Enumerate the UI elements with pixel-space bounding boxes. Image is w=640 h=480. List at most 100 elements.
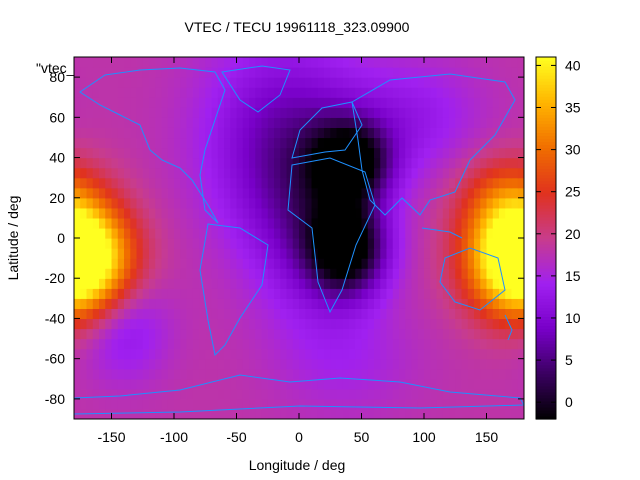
colorbar-segment: [536, 262, 556, 266]
heatmap-cell: [342, 167, 350, 179]
heatmap-cell: [405, 127, 413, 139]
heatmap-cell: [380, 328, 388, 340]
heatmap-cell: [105, 328, 113, 340]
heatmap-cell: [486, 97, 494, 108]
heatmap-cell: [424, 338, 431, 350]
heatmap-cell: [367, 308, 375, 320]
heatmap-cell: [467, 278, 475, 289]
heatmap-cell: [511, 368, 519, 380]
colorbar-segment: [536, 213, 556, 218]
heatmap-cell: [130, 318, 138, 330]
heatmap-cell: [124, 177, 131, 189]
heatmap-cell: [180, 207, 188, 219]
heatmap-cell: [380, 368, 388, 380]
heatmap-cell: [336, 268, 344, 279]
heatmap-cell: [305, 398, 313, 410]
heatmap-cell: [324, 288, 331, 299]
heatmap-cell: [180, 137, 188, 149]
heatmap-cell: [386, 358, 394, 370]
heatmap-cell: [330, 137, 338, 149]
heatmap-cell: [311, 378, 319, 390]
heatmap-cell: [405, 57, 413, 68]
heatmap-cell: [511, 197, 519, 209]
heatmap-cell: [92, 378, 100, 390]
heatmap-cell: [86, 187, 94, 199]
heatmap-cell: [192, 177, 200, 189]
heatmap-cell: [192, 207, 200, 219]
heatmap-cell: [492, 258, 500, 269]
heatmap-cell: [224, 368, 231, 380]
heatmap-cell: [492, 177, 500, 189]
heatmap-cell: [180, 117, 188, 128]
heatmap-cell: [267, 177, 275, 189]
heatmap-cell: [517, 167, 524, 179]
heatmap-cell: [411, 288, 419, 299]
heatmap-cell: [411, 137, 419, 149]
heatmap-cell: [330, 238, 338, 249]
heatmap-cell: [111, 217, 119, 229]
heatmap-cell: [161, 137, 169, 149]
heatmap-cell: [330, 147, 338, 159]
colorbar-tick-label: 40: [565, 57, 581, 73]
heatmap-cell: [292, 368, 300, 380]
heatmap-cell: [149, 137, 156, 149]
heatmap-cell: [474, 318, 481, 330]
heatmap-cell: [117, 87, 125, 98]
heatmap-cell: [280, 408, 288, 419]
heatmap-cell: [117, 107, 125, 118]
heatmap-cell: [380, 358, 388, 370]
heatmap-cell: [355, 197, 363, 209]
heatmap-cell: [461, 117, 469, 128]
heatmap-cell: [105, 398, 113, 410]
heatmap-cell: [436, 288, 444, 299]
heatmap-cell: [374, 87, 381, 98]
heatmap-cell: [449, 358, 456, 370]
heatmap-cell: [280, 127, 288, 139]
heatmap-cell: [467, 368, 475, 380]
heatmap-cell: [324, 217, 331, 229]
heatmap-cell: [211, 127, 219, 139]
heatmap-cell: [361, 127, 369, 139]
heatmap-cell: [86, 338, 94, 350]
heatmap-cell: [274, 167, 281, 179]
heatmap-cell: [336, 348, 344, 360]
heatmap-cell: [417, 147, 425, 159]
heatmap-cell: [392, 107, 400, 118]
heatmap-cell: [117, 248, 125, 259]
heatmap-cell: [461, 378, 469, 390]
heatmap-cell: [80, 288, 88, 299]
heatmap-cell: [417, 338, 425, 350]
heatmap-cell: [205, 368, 213, 380]
heatmap-cell: [517, 227, 524, 239]
heatmap-cell: [361, 87, 369, 98]
heatmap-cell: [486, 87, 494, 98]
heatmap-cell: [292, 268, 300, 279]
heatmap-cell: [149, 177, 156, 189]
heatmap-cell: [130, 87, 138, 98]
heatmap-cell: [142, 248, 150, 259]
colorbar-segment: [536, 234, 556, 239]
heatmap-cell: [99, 107, 106, 118]
heatmap-cell: [355, 187, 363, 199]
heatmap-cell: [517, 398, 524, 410]
heatmap-cell: [236, 217, 244, 229]
heatmap-cell: [467, 137, 475, 149]
heatmap-cell: [492, 77, 500, 88]
heatmap-cell: [505, 348, 513, 360]
heatmap-cell: [155, 238, 163, 249]
heatmap-cell: [242, 97, 250, 108]
heatmap-cell: [99, 298, 106, 309]
heatmap-cell: [292, 328, 300, 340]
heatmap-cell: [174, 308, 181, 320]
heatmap-cell: [355, 127, 363, 139]
heatmap-cell: [92, 288, 100, 299]
heatmap-cell: [430, 338, 438, 350]
heatmap-cell: [474, 87, 481, 98]
heatmap-cell: [417, 117, 425, 128]
heatmap-cell: [130, 368, 138, 380]
heatmap-cell: [511, 348, 519, 360]
heatmap-cell: [105, 147, 113, 159]
heatmap-cell: [455, 288, 463, 299]
heatmap-cell: [499, 398, 506, 410]
heatmap-cell: [117, 268, 125, 279]
